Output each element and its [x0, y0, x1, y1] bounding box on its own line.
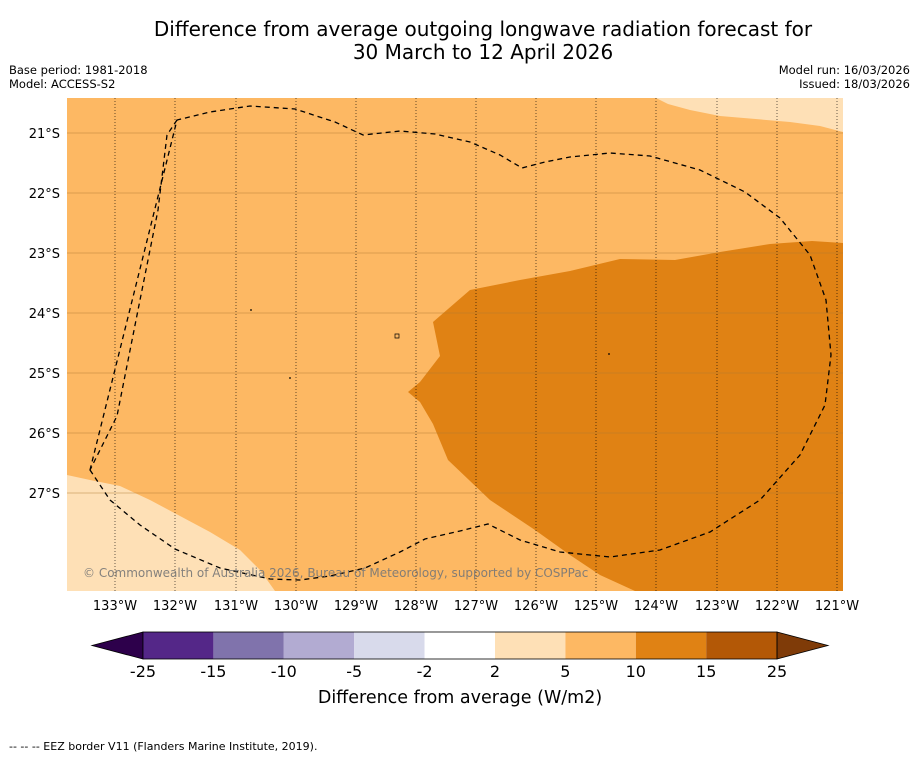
map-area: © Commonwealth of Australia 2026, Bureau…: [67, 98, 843, 591]
colorbar-swatch: [635, 632, 707, 659]
colorbar-swatch: [283, 632, 355, 659]
title-line-1: Difference from average outgoing longwav…: [153, 17, 813, 41]
chart-title: Difference from average outgoing longwav…: [0, 18, 919, 64]
lon-label: 132°W: [153, 599, 197, 614]
lat-label: 22°S: [29, 187, 60, 202]
colorbar-tick-label: 25: [767, 662, 787, 681]
lon-label: 122°W: [755, 599, 799, 614]
colorbar-tick-label: -10: [271, 662, 297, 681]
colorbar-tick-label: -25: [130, 662, 156, 681]
meta-right: Model run: 16/03/2026 Issued: 18/03/2026: [779, 63, 910, 91]
lon-label: 126°W: [514, 599, 558, 614]
anomaly-10-15-region: [408, 241, 843, 591]
meta-left: Base period: 1981-2018 Model: ACCESS-S2: [9, 63, 148, 91]
colorbar: -25 -15 -10 -5 -2 2 5 10 15 25 Differenc…: [90, 631, 830, 708]
lon-label: 124°W: [634, 599, 678, 614]
lon-label: 128°W: [394, 599, 438, 614]
colorbar-swatch: [495, 632, 566, 659]
longitude-gridlines: [114, 98, 838, 591]
colorbar-tick-label: -2: [417, 662, 433, 681]
model-run: Model run: 16/03/2026: [778, 63, 910, 77]
colorbar-title: Difference from average (W/m2): [318, 688, 602, 708]
colorbar-tick-label: 2: [490, 662, 500, 681]
lon-label: 127°W: [454, 599, 498, 614]
colorbar-swatch: [424, 632, 495, 659]
lat-label: 27°S: [29, 487, 60, 502]
lon-label: 121°W: [815, 599, 859, 614]
lon-label: 133°W: [93, 599, 137, 614]
copyright-text: © Commonwealth of Australia 2026, Bureau…: [83, 566, 588, 580]
lon-label: 129°W: [334, 599, 378, 614]
title-line-2: 30 March to 12 April 2026: [352, 40, 614, 64]
anomaly-2-5-region-northeast: [656, 98, 843, 132]
colorbar-swatch: [354, 632, 425, 659]
eez-legend-footer: -- -- -- EEZ border V11 (Flanders Marine…: [9, 740, 318, 753]
lon-label: 131°W: [214, 599, 258, 614]
issued-date: Issued: 18/03/2026: [799, 77, 910, 91]
colorbar-outline: [142, 631, 778, 660]
lat-label: 26°S: [29, 427, 60, 442]
colorbar-tick-label: -5: [346, 662, 362, 681]
latitude-gridlines: [67, 132, 843, 494]
island-markers: [250, 309, 610, 379]
colorbar-tick-label: 5: [560, 662, 570, 681]
latitude-labels: 21°S 22°S 23°S 24°S 25°S 26°S 27°S: [29, 127, 60, 502]
colorbar-swatch: [565, 632, 636, 659]
model-name: Model: ACCESS-S2: [9, 77, 116, 91]
colorbar-swatch: [143, 632, 214, 659]
colorbar-swatch: [213, 632, 284, 659]
colorbar-extend-high: [776, 631, 830, 660]
lat-label: 23°S: [29, 247, 60, 262]
eez-border: [89, 105, 832, 581]
lat-label: 24°S: [29, 307, 60, 322]
colorbar-swatch: [706, 632, 777, 659]
colorbar-tick-label: 10: [626, 662, 646, 681]
lon-label: 130°W: [274, 599, 318, 614]
anomaly-2-5-region-southwest: [67, 475, 275, 591]
colorbar-tick-label: -15: [200, 662, 226, 681]
base-period: Base period: 1981-2018: [9, 63, 148, 77]
colorbar-tick-label: 15: [696, 662, 716, 681]
colorbar-extend-low: [90, 631, 144, 660]
longitude-labels: 133°W 132°W 131°W 130°W 129°W 128°W 127°…: [93, 599, 859, 614]
lat-label: 25°S: [29, 367, 60, 382]
lon-label: 123°W: [695, 599, 739, 614]
lon-label: 125°W: [574, 599, 618, 614]
lat-label: 21°S: [29, 127, 60, 142]
